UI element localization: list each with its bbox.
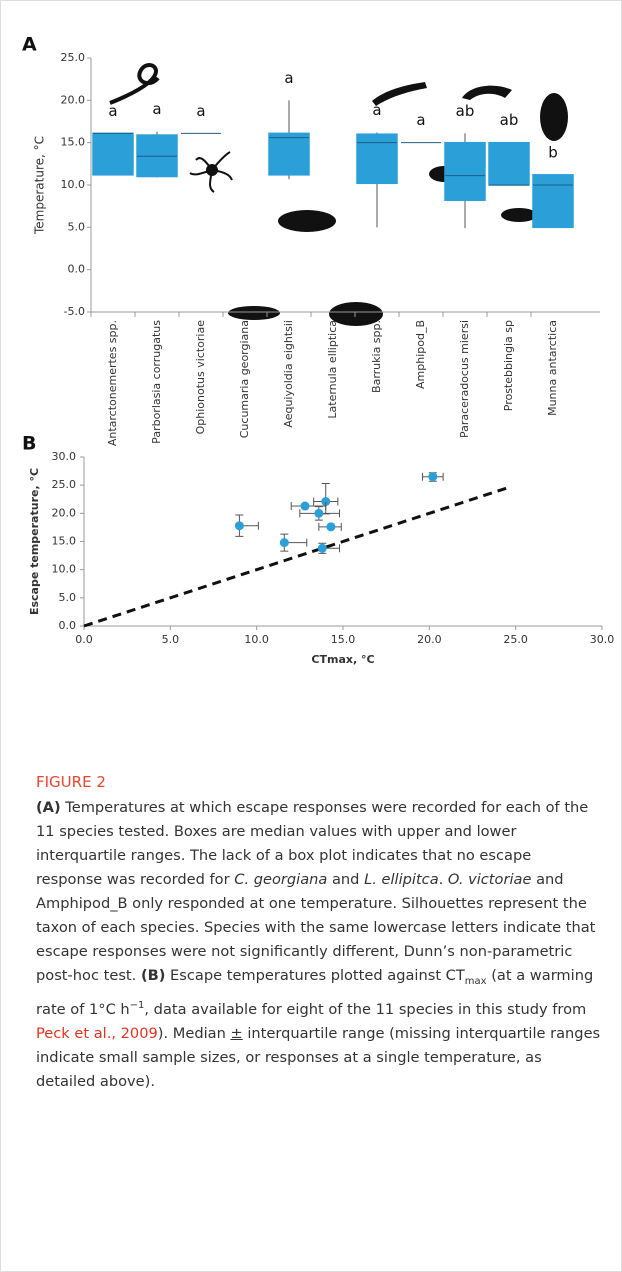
significance-letter: a <box>284 69 293 87</box>
x-tick-label: 25.0 <box>503 633 528 646</box>
caption-segment: . <box>439 871 448 888</box>
point <box>428 472 437 481</box>
caption-segment: ). Median <box>158 1025 231 1042</box>
x-tick-label: Paraceradocus miersi <box>458 320 471 438</box>
point <box>301 502 310 511</box>
silhouettes <box>110 65 568 326</box>
caption-segment: (A) <box>36 799 61 816</box>
reference-line <box>84 487 510 626</box>
x-tick-label: 15.0 <box>331 633 356 646</box>
y-tick-label: 25.0 <box>52 478 77 491</box>
x-tick-label: 20.0 <box>417 633 442 646</box>
y-axis-label: Escape temperature, °C <box>28 468 41 615</box>
caption-segment: (B) <box>141 967 165 984</box>
clam-icon <box>278 210 336 232</box>
caption-segment: , data available for eight of the 11 spe… <box>144 1001 586 1018</box>
significance-letter: a <box>196 102 205 120</box>
x-tick-label: Ophionotus victoriae <box>194 320 207 435</box>
y-tick-label: 30.0 <box>52 450 77 463</box>
x-tick-label: 10.0 <box>244 633 269 646</box>
x-tick-label: 5.0 <box>162 633 180 646</box>
x-tick-label: Laternula elliptica <box>326 320 339 419</box>
caption-segment: L. ellipitca <box>364 871 439 888</box>
caption-segment: O. victoriae <box>448 871 532 888</box>
panel-label: A <box>22 34 37 56</box>
box <box>93 133 133 174</box>
y-tick-label: 20.0 <box>52 506 77 519</box>
y-tick-label: 25.0 <box>61 51 86 64</box>
point <box>280 538 289 547</box>
isopod-icon <box>540 93 568 141</box>
caption-segment: max <box>465 976 487 987</box>
amphipod-icon <box>501 208 537 222</box>
x-tick-label: Munna antarctica <box>546 320 559 416</box>
significance-letter: a <box>372 101 381 119</box>
caption-segment: C. georgiana <box>234 871 327 888</box>
worm-icon <box>110 65 158 103</box>
significance-letter: a <box>152 100 161 118</box>
y-axis-label: Temperature, °C <box>33 136 47 235</box>
point <box>314 509 323 518</box>
y-tick-label: -5.0 <box>64 305 85 318</box>
page: A Temperature, °C -5.0 0.0 5.0 10.0 15.0 20.0 25… <box>0 0 622 1272</box>
box <box>445 143 485 201</box>
x-tick-label: Prostebbingia sp <box>502 320 515 411</box>
caption-segment[interactable]: Peck et al., 2009 <box>36 1025 158 1042</box>
caption-segment: Escape temperatures plotted against CT <box>165 967 464 984</box>
y-tick-label: 0.0 <box>59 619 77 632</box>
cucumber-icon <box>228 306 280 320</box>
box <box>489 143 529 185</box>
y-tick-label: 10.0 <box>61 178 86 191</box>
significance-letter: ab <box>500 111 519 129</box>
x-tick-label: 30.0 <box>590 633 615 646</box>
x-tick-label: Amphipod_B <box>414 320 427 389</box>
box <box>357 134 397 183</box>
caption-text: (A) Temperatures at which escape respons… <box>36 796 602 1094</box>
caption: FIGURE 2 (A) Temperatures at which escap… <box>36 770 602 1094</box>
significance-letter: b <box>548 143 558 161</box>
y-tick-label: 0.0 <box>68 263 86 276</box>
caption-label: FIGURE 2 <box>36 770 602 794</box>
y-tick-label: 20.0 <box>61 93 86 106</box>
box <box>269 133 309 174</box>
significance-letter: ab <box>456 102 475 120</box>
y-tick-label: 5.0 <box>59 591 77 604</box>
significance-letter: a <box>108 102 117 120</box>
x-tick-label: Antarctonemertes spp. <box>106 320 119 446</box>
y-tick-label: 10.0 <box>52 563 77 576</box>
x-tick-label: Barrukia spp. <box>370 320 383 393</box>
star-icon <box>190 152 232 192</box>
x-tick-label: Aequiyoldia eightsii <box>282 320 295 428</box>
y-tick-label: 15.0 <box>52 535 77 548</box>
x-tick-label: 0.0 <box>75 633 93 646</box>
figure: A Temperature, °C -5.0 0.0 5.0 10.0 15.0 20.0 25… <box>0 0 622 760</box>
significance-letter: a <box>416 111 425 129</box>
panel-label: B <box>22 433 36 455</box>
point <box>318 544 327 553</box>
caption-segment: ± <box>230 1025 242 1042</box>
caption-segment: −1 <box>130 1000 145 1011</box>
x-tick-label: Parborlasia corrugatus <box>150 320 163 444</box>
amphipod-icon <box>462 86 512 100</box>
point <box>326 522 335 531</box>
point <box>235 521 244 530</box>
y-tick-label: 15.0 <box>61 136 86 149</box>
x-axis-label: CTmax, °C <box>311 653 374 666</box>
x-tick-label: Cucumaria georgiana <box>238 320 251 438</box>
caption-segment: and <box>327 871 364 888</box>
y-tick-label: 5.0 <box>68 220 86 233</box>
box <box>533 175 573 227</box>
